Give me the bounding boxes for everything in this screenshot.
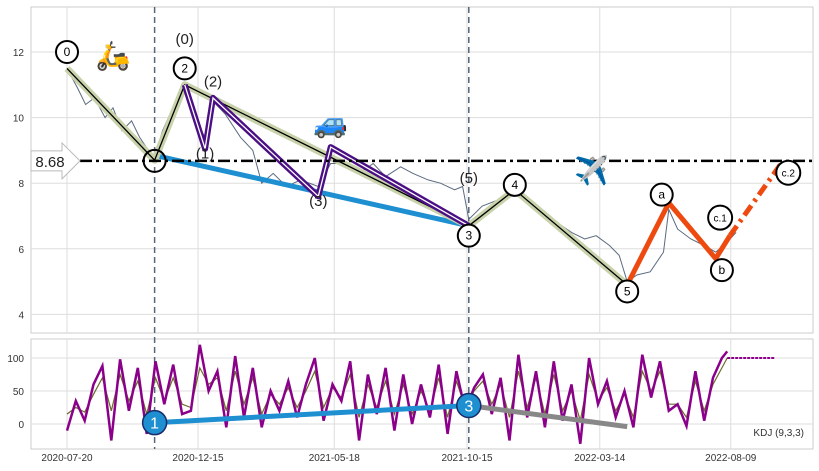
wave-label: 3	[465, 229, 472, 243]
airplane-icon: ✈️	[574, 153, 609, 187]
x-tick-label: 2022-03-14	[574, 453, 626, 464]
wave-label-circle	[649, 182, 674, 207]
wave-label-circle	[707, 204, 734, 231]
car-icon: 🚙	[313, 107, 348, 139]
wave-degree-label: (2)	[204, 73, 222, 90]
price-tick-label: 8	[18, 179, 24, 190]
kdj-marker-label: 1	[150, 416, 159, 433]
kdj-series-J	[65, 344, 729, 444]
reference-level-tag	[30, 141, 81, 181]
price-tick-label: 6	[18, 245, 24, 256]
wave-label-circle	[142, 148, 167, 173]
wave-label: c.2	[782, 169, 796, 180]
wave-label: b	[719, 263, 726, 277]
wave-degree-label: (3)	[309, 193, 327, 210]
kdj-title: KDJ (9,3,3)	[753, 428, 804, 439]
x-tick-label: 2021-10-15	[441, 453, 493, 464]
wave-label: c.1	[713, 214, 727, 225]
wave-degree-label: (5)	[460, 170, 478, 187]
kdj-divergence-line	[154, 403, 469, 426]
wave-label-circle	[775, 159, 802, 186]
wave-label-circle	[502, 172, 527, 197]
x-tick-label: 2021-05-18	[309, 453, 361, 464]
kdj-tick-label: 0	[18, 420, 24, 431]
wave-label: 2	[181, 61, 188, 75]
x-tick-label: 2020-07-20	[41, 453, 93, 464]
wave-label: 5	[624, 284, 631, 298]
wave-degree-label: (1)	[196, 146, 214, 163]
kdj-marker-circle	[141, 409, 168, 436]
wave-label: 0	[64, 45, 71, 59]
wave-projection-line	[727, 159, 786, 238]
wave-label-circle	[456, 223, 481, 248]
x-tick-label: 2022-08-09	[705, 453, 757, 464]
kdj-marker-circle	[456, 392, 482, 419]
wave-label-circle	[615, 279, 640, 304]
wave-label-circle	[709, 258, 734, 283]
wave-label: a	[658, 188, 665, 202]
kdj-tick-label: 50	[13, 387, 25, 398]
price-tick-label: 4	[18, 310, 24, 321]
price-tick-label: 10	[13, 114, 25, 125]
kdj-tick-label: 100	[7, 354, 24, 365]
wave-label: 4	[511, 178, 518, 192]
wave-degree-label: (0)	[176, 31, 194, 48]
x-tick-label: 2020-12-15	[172, 453, 224, 464]
scooter-icon: 🛵	[96, 40, 131, 72]
wave-label-circle	[55, 40, 79, 64]
wave-abc-line	[624, 200, 733, 287]
kdj-marker-label: 3	[464, 399, 473, 416]
price-tick-label: 12	[13, 48, 25, 59]
wave-label-circle	[172, 56, 197, 81]
wave-sub-inner	[184, 84, 470, 227]
reference-level-label: 8.68	[35, 154, 64, 171]
kdj-gray-line	[468, 403, 628, 430]
